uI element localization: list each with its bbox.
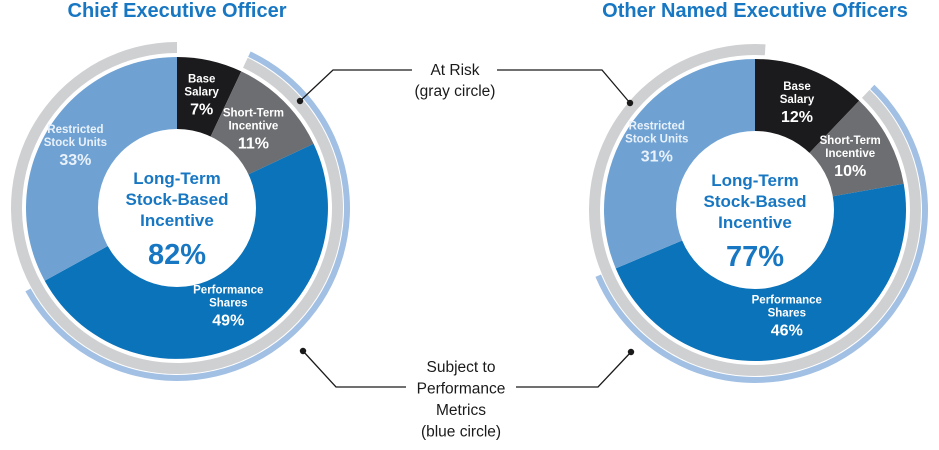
performance-leader-right [516, 351, 632, 388]
at-risk-callout-line2: (gray circle) [415, 83, 496, 100]
performance-callout-line2: Performance [417, 381, 506, 398]
label-base-salary-line1: Base [188, 74, 216, 86]
center-title-line1: Long-Term [711, 171, 799, 190]
label-performance-line1: Performance [752, 294, 822, 306]
center-title-line3: Incentive [140, 211, 214, 230]
center-title-line1: Long-Term [133, 169, 221, 188]
center-title-line2: Stock-Based [704, 192, 807, 211]
performance-callout-line4: (blue circle) [421, 424, 501, 441]
label-short-term-line2: Incentive [825, 148, 875, 160]
chart-other-neos: BaseSalary12%Short-TermIncentive10%Perfo… [588, 0, 928, 383]
performance-callout-line1: Subject to [427, 359, 496, 376]
performance-leader-left [302, 350, 406, 388]
chart-title: Chief Executive Officer [68, 0, 287, 22]
performance-dot-right [627, 348, 635, 356]
label-short-term-line1: Short-Term [223, 108, 284, 120]
center-value: 82% [148, 239, 206, 271]
label-rsu-line2: Stock Units [625, 134, 688, 146]
label-rsu-value: 33% [59, 152, 91, 169]
label-performance-value: 46% [771, 322, 803, 339]
center-title-line3: Incentive [718, 213, 792, 232]
label-performance-value: 49% [212, 313, 244, 330]
label-rsu-value: 31% [641, 149, 673, 166]
label-short-term-line1: Short-Term [820, 135, 881, 147]
label-short-term-value: 10% [834, 163, 866, 180]
label-base-salary-value: 12% [781, 109, 813, 126]
label-performance-line2: Shares [768, 307, 806, 319]
callouts: At Risk (gray circle) Subject to Performanc… [296, 62, 635, 441]
label-performance-line2: Shares [209, 298, 247, 310]
label-short-term-line2: Incentive [228, 121, 278, 133]
at-risk-callout-line1: At Risk [430, 62, 479, 79]
at-risk-leader-right [497, 69, 631, 104]
label-performance-line1: Performance [193, 285, 263, 297]
center-circle [98, 129, 256, 287]
center-value: 77% [726, 241, 784, 273]
label-rsu-line1: Restricted [629, 121, 685, 133]
center-title-line2: Stock-Based [126, 190, 229, 209]
label-base-salary-line2: Salary [780, 94, 815, 106]
performance-metrics-ring [595, 84, 928, 383]
label-base-salary-value: 7% [190, 102, 213, 119]
label-short-term-value: 11% [238, 136, 269, 153]
at-risk-dot-left [296, 97, 304, 105]
label-rsu-line2: Stock Units [44, 137, 107, 149]
performance-dot-left [299, 347, 307, 355]
label-base-salary-line2: Salary [184, 87, 219, 99]
performance-callout-line3: Metrics [436, 402, 486, 419]
at-risk-dot-right [626, 99, 634, 107]
center-circle [676, 131, 834, 289]
at-risk-leader-left [299, 69, 412, 102]
chart-title: Other Named Executive Officers [602, 0, 908, 22]
label-base-salary-line1: Base [783, 81, 811, 93]
label-rsu-line1: Restricted [47, 124, 103, 136]
